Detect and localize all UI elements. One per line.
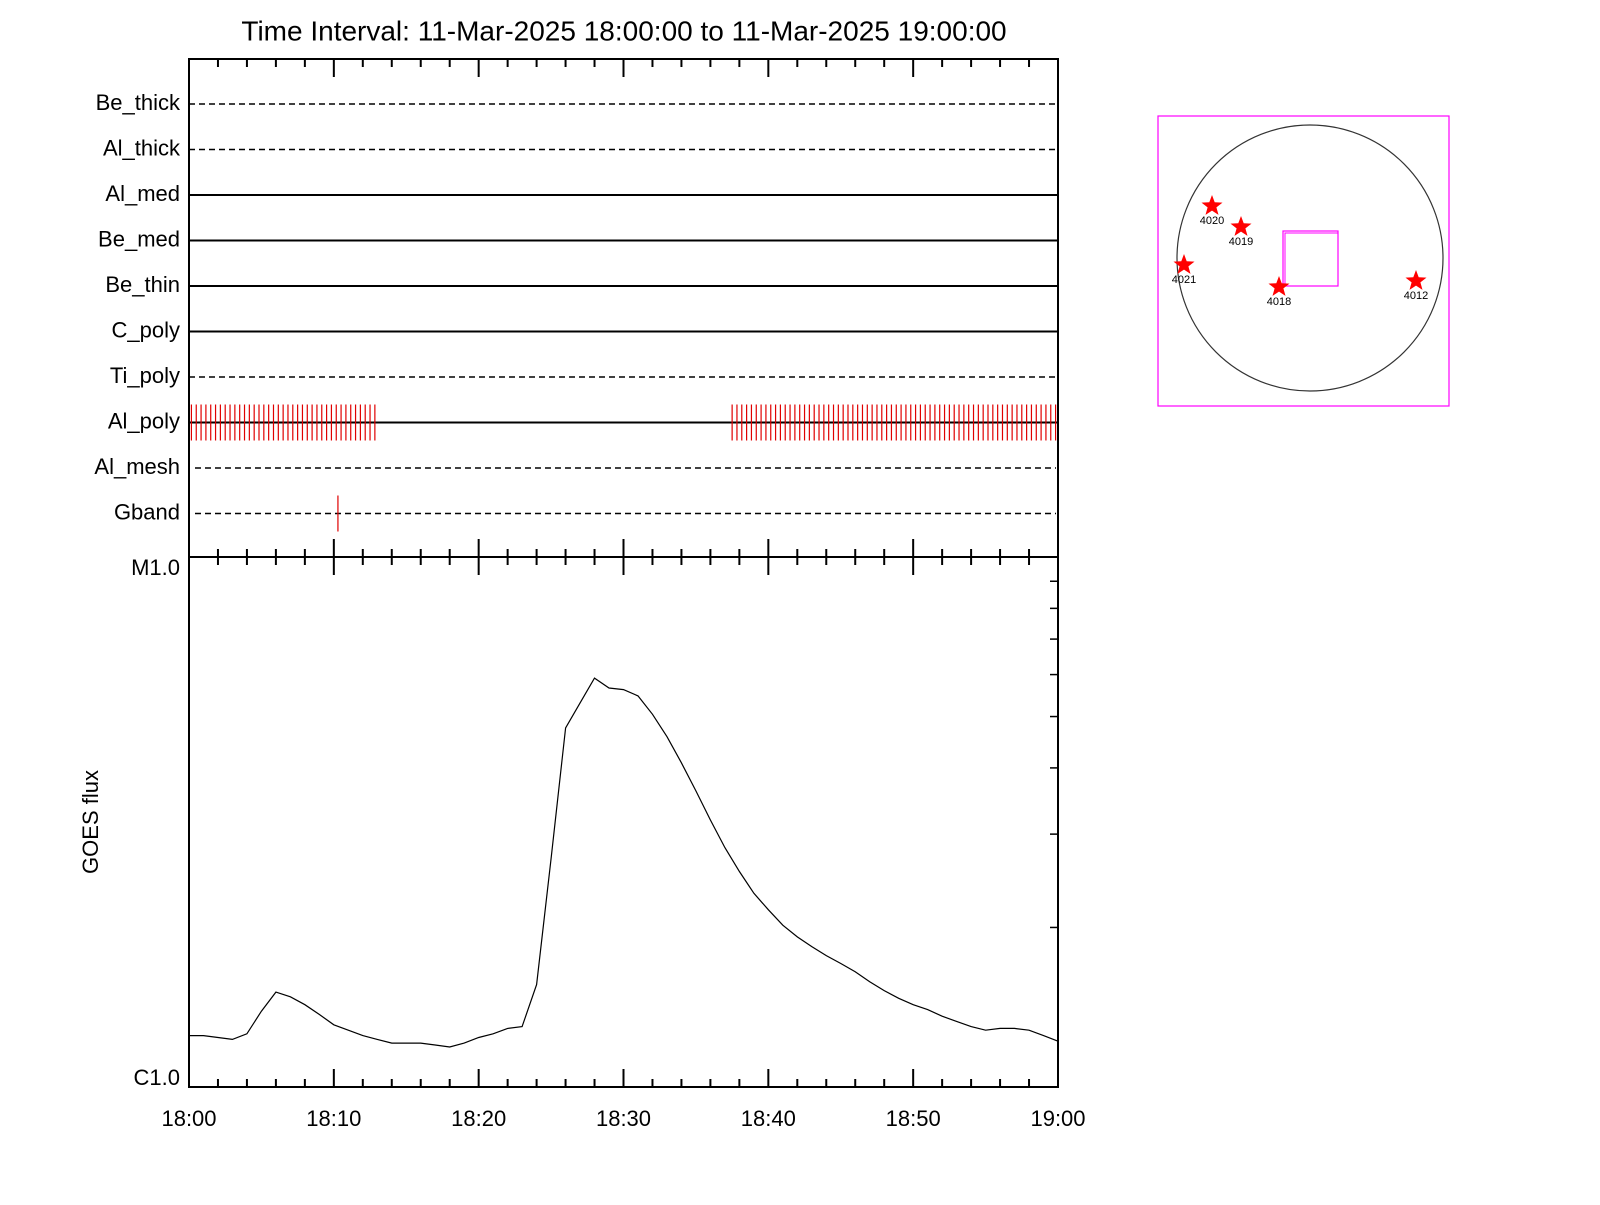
- x-tick-label: 18:30: [596, 1106, 651, 1131]
- region-marker: [1230, 216, 1252, 236]
- region-marker: [1405, 270, 1427, 290]
- region-label: 4020: [1200, 215, 1224, 227]
- chart-title: Time Interval: 11-Mar-2025 18:00:00 to 1…: [241, 15, 1006, 46]
- filter-label: Al_thick: [103, 135, 181, 160]
- filter-label: Be_thin: [105, 272, 180, 297]
- solar-disk: [1176, 124, 1444, 392]
- region-label: 4018: [1267, 296, 1291, 308]
- region-label: 4012: [1404, 290, 1428, 302]
- y-axis-label: GOES flux: [78, 770, 103, 874]
- filter-label: Al_poly: [108, 408, 180, 433]
- x-tick-label: 18:10: [306, 1106, 361, 1131]
- filter-label: Be_thick: [96, 90, 181, 115]
- y-tick-label: M1.0: [131, 555, 180, 580]
- x-tick-label: 19:00: [1030, 1106, 1085, 1131]
- region-marker: [1173, 254, 1195, 274]
- filter-label: Al_mesh: [94, 454, 180, 479]
- flux-line: [189, 677, 1059, 1048]
- filter-label: C_poly: [112, 317, 180, 342]
- region-label: 4019: [1229, 236, 1253, 248]
- fov-box: [1282, 230, 1339, 287]
- fov-box: [1284, 232, 1339, 287]
- region-marker: [1201, 195, 1223, 215]
- filter-label: Be_med: [98, 226, 180, 251]
- timeline-frame: [188, 58, 1059, 558]
- region-label: 4021: [1172, 274, 1196, 286]
- filter-label: Ti_poly: [110, 363, 180, 388]
- x-tick-label: 18:50: [886, 1106, 941, 1131]
- map-frame: [1157, 115, 1450, 407]
- filter-label: Al_med: [105, 181, 180, 206]
- filter-label: Gband: [114, 499, 180, 524]
- x-tick-label: 18:00: [161, 1106, 216, 1131]
- flux-frame: [188, 556, 1059, 1088]
- y-tick-label: C1.0: [134, 1065, 180, 1090]
- region-marker: [1268, 276, 1290, 296]
- x-tick-label: 18:40: [741, 1106, 796, 1131]
- x-tick-label: 18:20: [451, 1106, 506, 1131]
